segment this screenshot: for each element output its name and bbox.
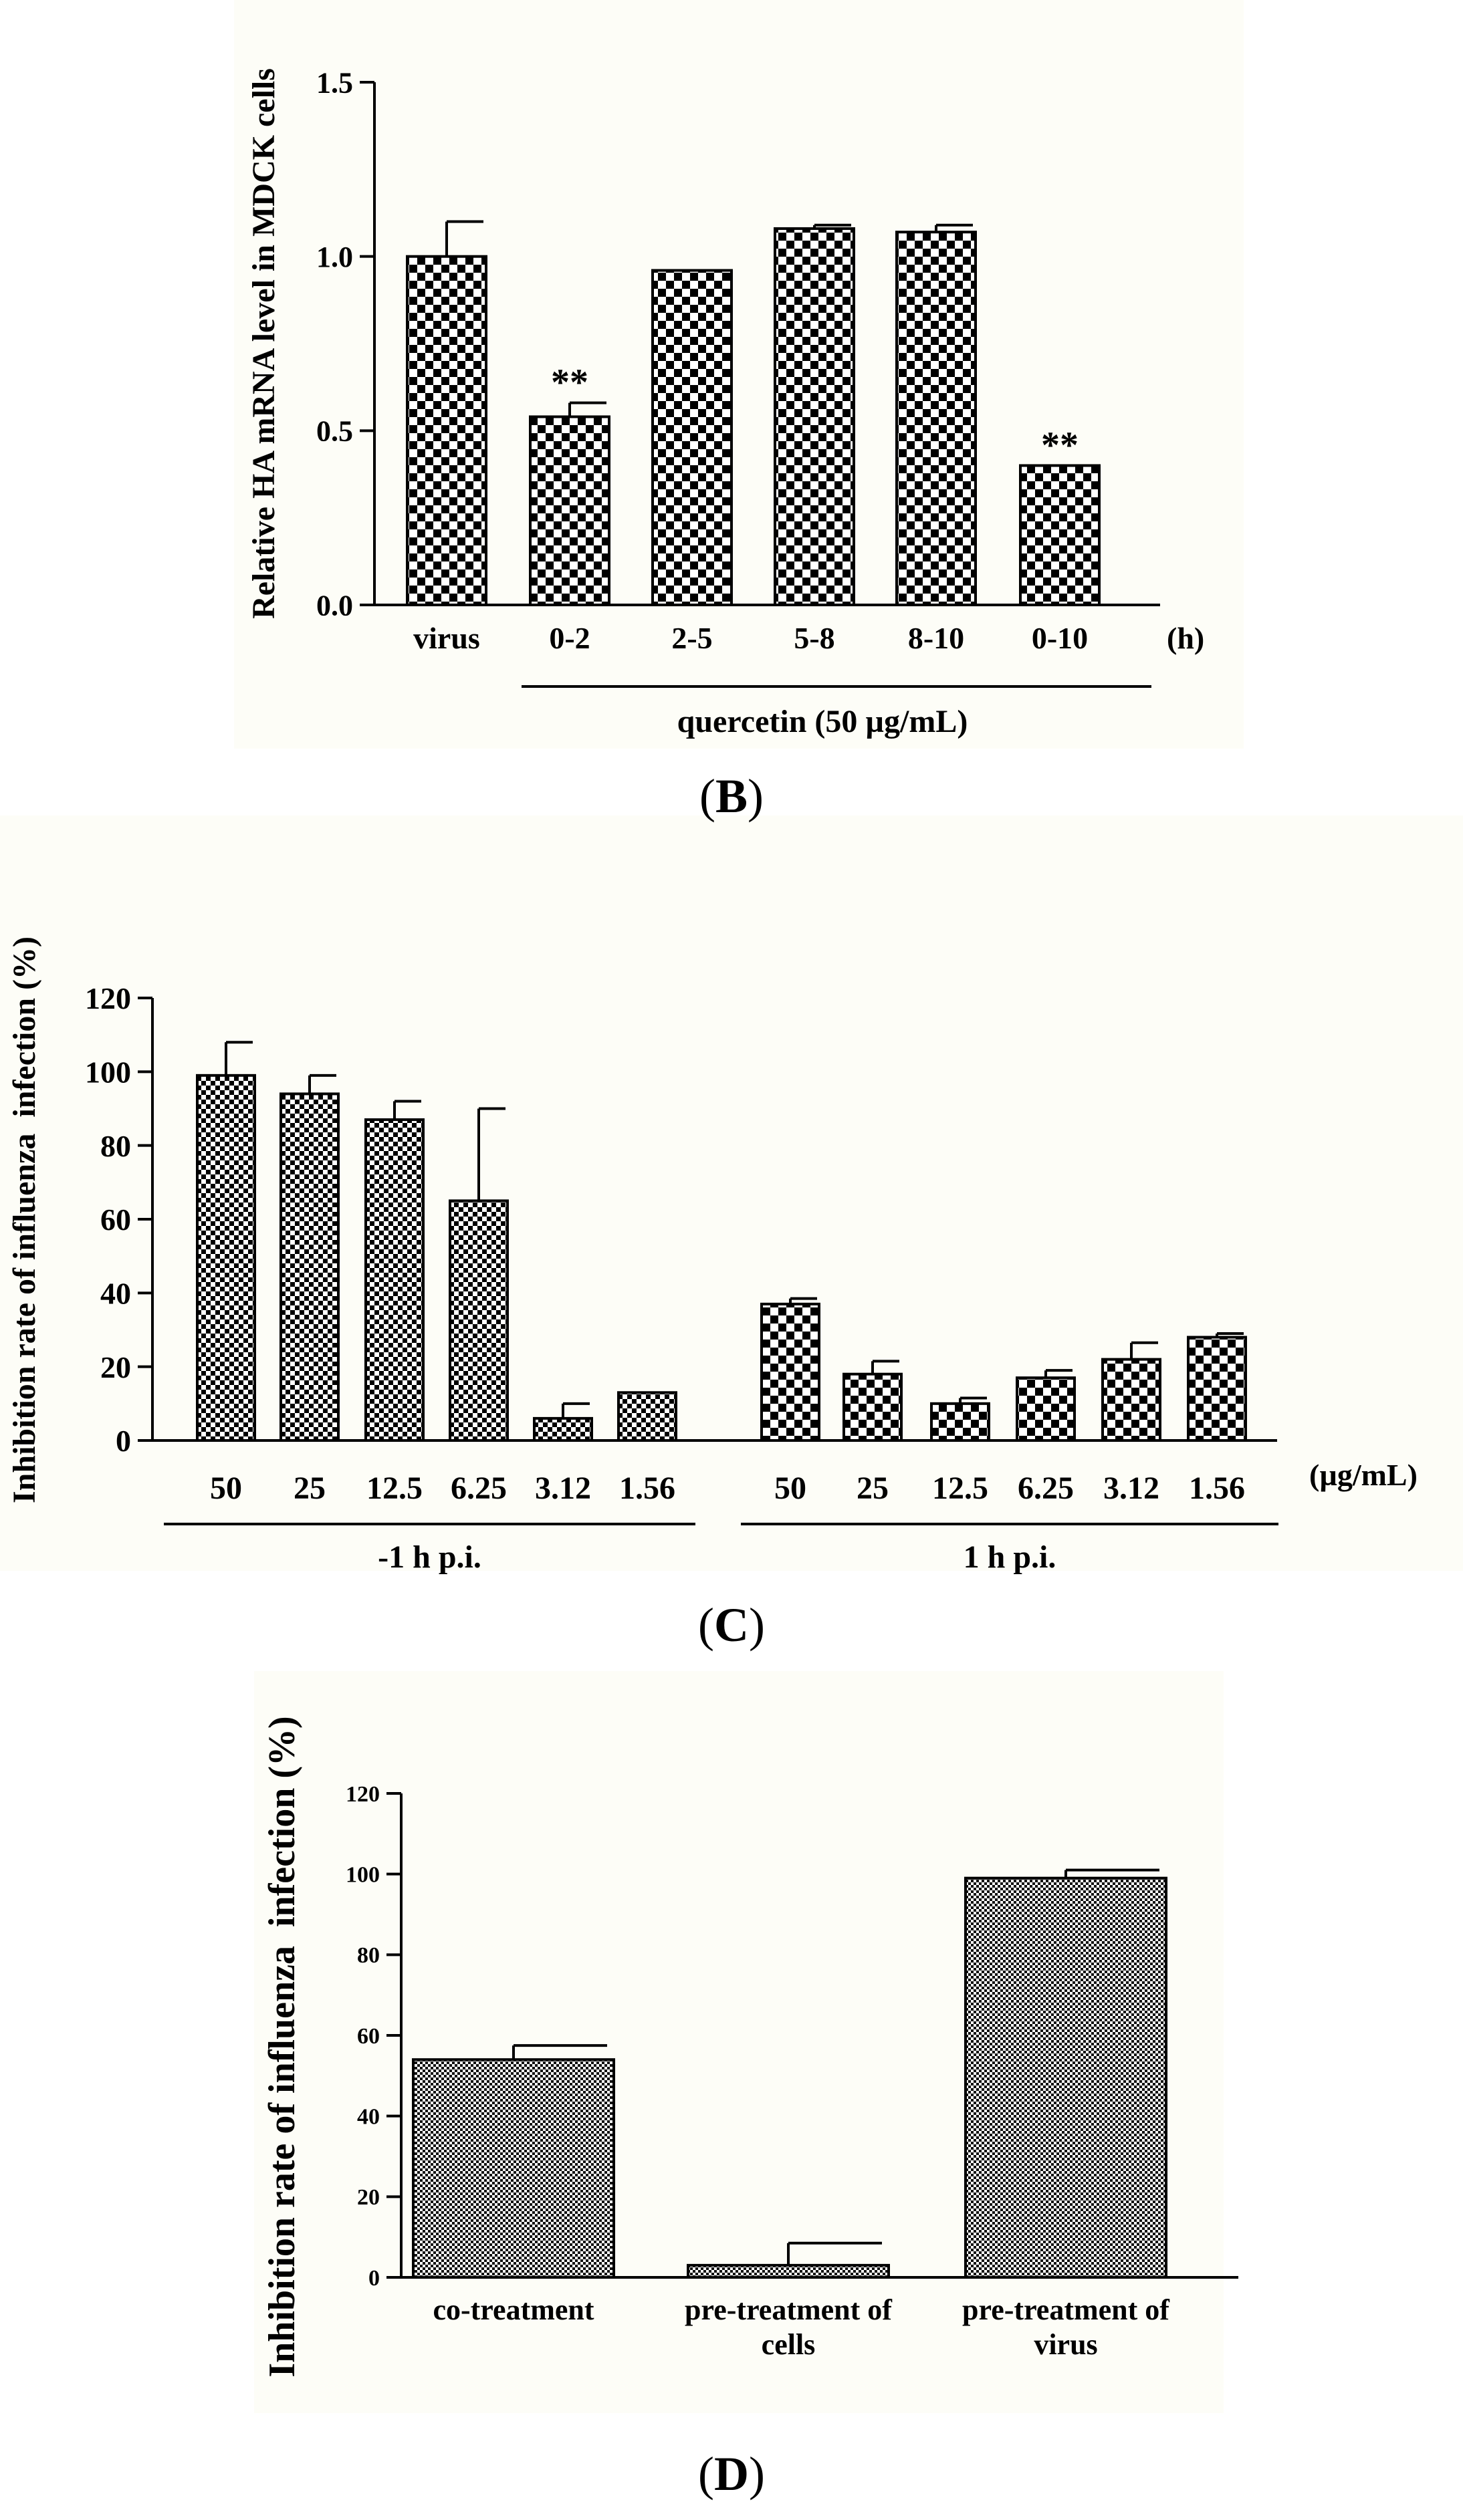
chart-d-category-label: pre-treatment of [685,2293,893,2326]
chart-d-y-tick-label: 20 [357,2185,380,2210]
chart-c-unit-label: (µg/mL) [1309,1458,1418,1492]
chart-c-y-tick-label: 60 [100,1203,131,1237]
chart-b-y-tick-label: 0.5 [316,415,353,448]
chart-d-bar [687,2263,890,2279]
chart-d-y-tick-label: 120 [346,1782,380,1807]
chart-b-category-label: 0-10 [1032,621,1088,655]
chart-b-unit-label: (h) [1167,621,1204,655]
chart-b-bar [895,231,977,606]
chart-c-group-label: -1 h p.i. [378,1539,481,1575]
chart-c-group-label: 1 h p.i. [964,1539,1056,1575]
panel-b-background [234,0,1244,749]
chart-d-bar [964,1876,1167,2279]
chart-b-bar [774,227,855,606]
chart-d-y-tick-label: 60 [357,2024,380,2049]
chart-c-g2-bar [842,1372,903,1442]
chart-c-category-label: 1.56 [1189,1471,1245,1506]
chart-b-category-label: virus [413,621,480,655]
chart-d-category-label: pre-treatment of [962,2293,1170,2326]
chart-c-g1-bar [449,1199,509,1442]
chart-b-bar [529,415,610,606]
chart-c-category-label: 3.12 [1103,1471,1159,1506]
chart-c-category-label: 1.56 [619,1471,675,1506]
chart-d-y-axis-label: Inhibition rate of influenza infection (… [261,1716,303,2377]
chart-b-y-tick-label: 1.0 [316,241,353,273]
chart-b-category-label: 2-5 [671,621,712,655]
chart-d-y-tick-label: 40 [357,2105,380,2130]
chart-c-g2-bar [1187,1336,1247,1442]
chart-b-bar [651,269,733,606]
chart-c-g2-bar [1016,1376,1076,1442]
chart-b-bar [406,255,487,606]
chart-c-y-tick-label: 80 [100,1129,131,1163]
chart-c-category-label: 3.12 [535,1471,591,1506]
chart-d-y-tick-label: 80 [357,1943,380,1968]
chart-d-bar [412,2058,615,2279]
chart-c-y-tick-label: 20 [100,1350,131,1384]
chart-c-category-label: 12.5 [366,1471,423,1506]
chart-c-y-tick-label: 40 [100,1276,131,1310]
chart-c-y-tick-label: 100 [85,1055,131,1089]
chart-b-y-tick-label: 1.5 [316,66,353,99]
chart-b-y-tick-label: 0.0 [316,589,353,622]
chart-c-y-axis-label: Inhibition rate of influenza infection (… [7,936,42,1503]
chart-d-category-label: cells [762,2328,816,2361]
chart-b-bar [1019,464,1101,607]
chart-d-category-label: co-treatment [433,2293,594,2326]
chart-d-y-tick-label: 100 [346,1863,380,1888]
chart-c-category-label: 25 [294,1471,326,1506]
caption-c: (C) [698,1598,765,1652]
chart-c-g2-bar [760,1302,820,1442]
chart-b-group-label: quercetin (50 µg/mL) [677,704,968,739]
chart-c-g1-bar [533,1416,593,1442]
chart-c-category-label: 6.25 [1018,1471,1074,1506]
chart-b-category-label: 0-2 [549,621,590,655]
chart-c-category-label: 6.25 [451,1471,507,1506]
chart-b-y-axis-label: Relative HA mRNA level in MDCK cells [246,68,282,619]
chart-c-category-label: 25 [857,1471,889,1506]
chart-c-g2-bar [1101,1358,1161,1442]
chart-c-g1-bar [279,1092,340,1442]
chart-c-y-tick-label: 0 [116,1424,131,1458]
chart-c-g1-bar [364,1118,425,1442]
chart-c-g1-bar [196,1074,256,1442]
caption-d: (D) [698,2447,765,2501]
chart-c-category-label: 12.5 [932,1471,988,1506]
chart-b-category-label: 8-10 [908,621,964,655]
chart-b-category-label: 5-8 [794,621,834,655]
chart-d-category-label: virus [1034,2328,1097,2361]
chart-c-g2-bar [930,1402,990,1442]
chart-c-g1-bar [617,1391,677,1442]
caption-b: (B) [699,769,764,823]
chart-c-category-label: 50 [774,1471,806,1506]
chart-b-significance-label: ** [551,362,588,404]
chart-d-y-tick-label: 0 [368,2266,380,2291]
chart-b-significance-label: ** [1041,424,1079,466]
chart-c-y-tick-label: 120 [85,981,131,1015]
chart-c-category-label: 50 [210,1471,242,1506]
